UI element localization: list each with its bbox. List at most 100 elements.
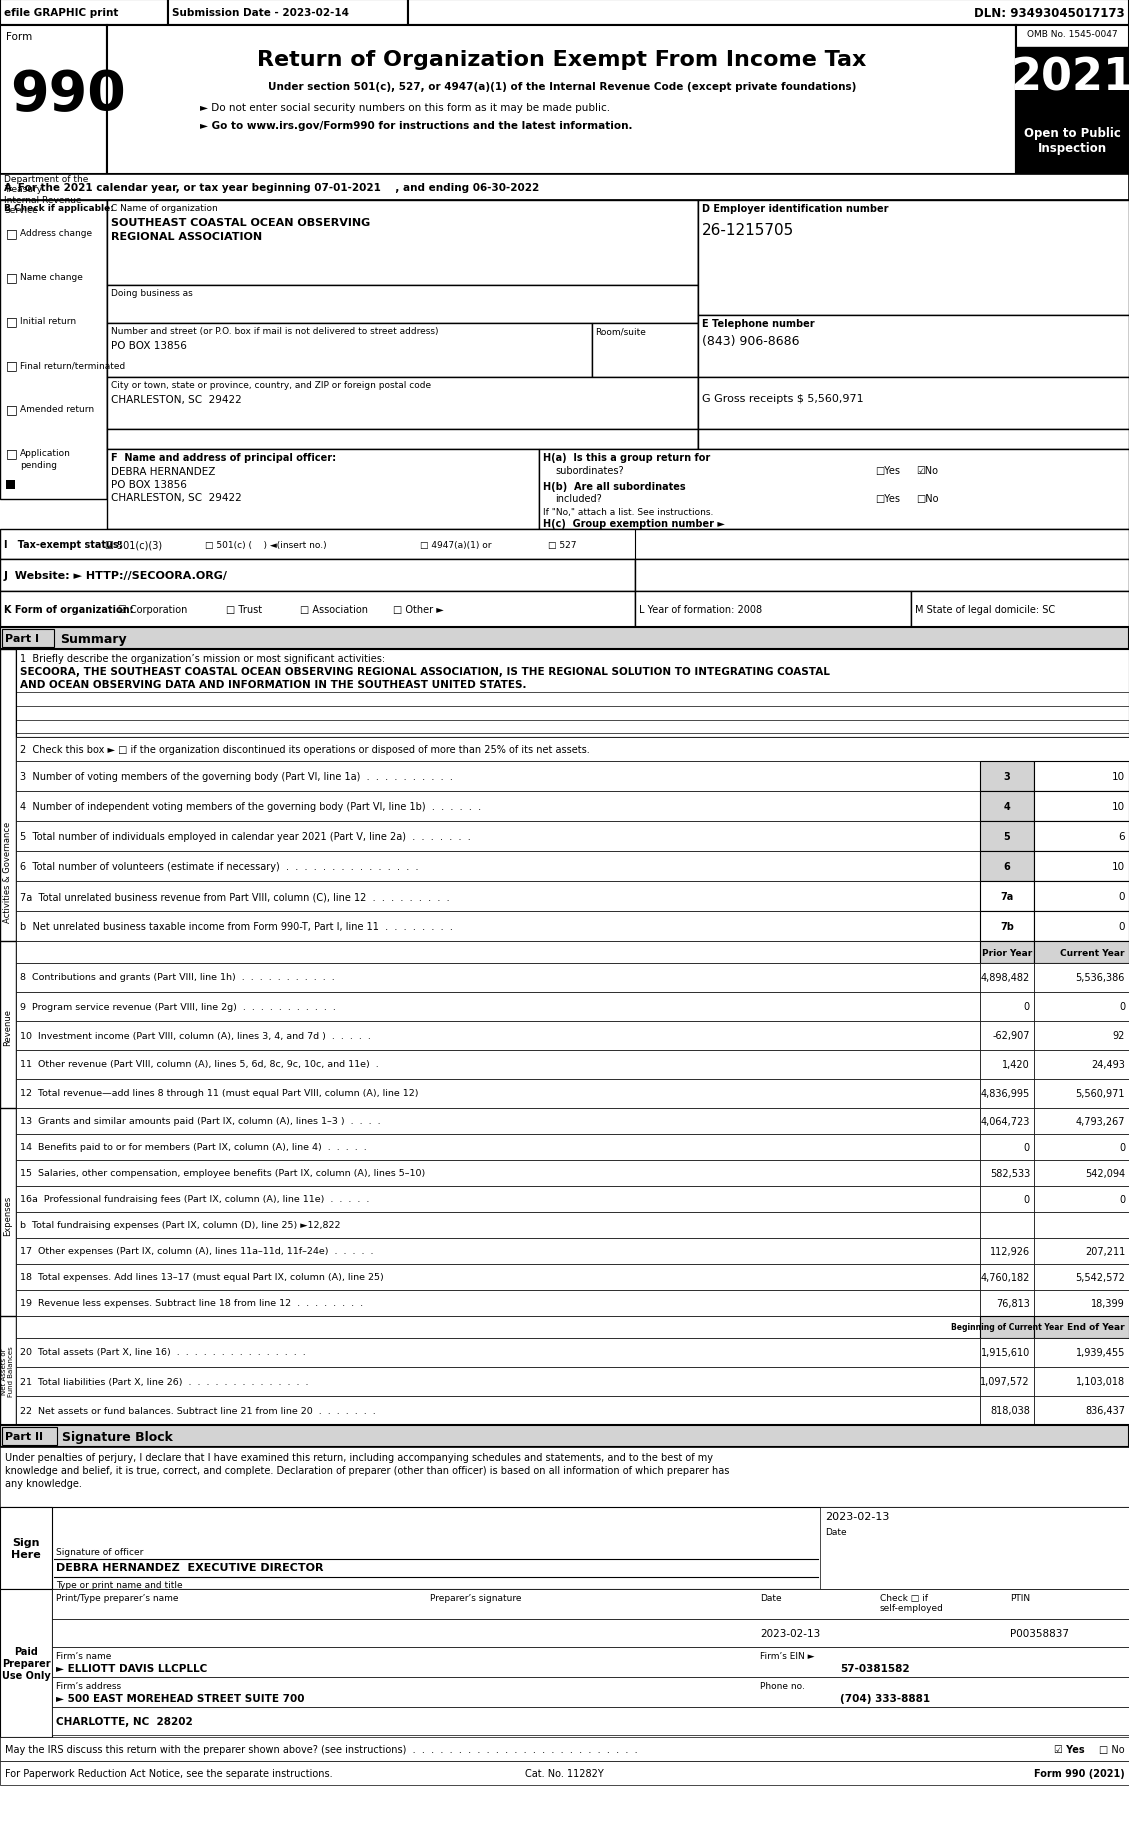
Text: 7b: 7b — [1000, 922, 1014, 931]
Text: 18,399: 18,399 — [1092, 1297, 1124, 1308]
Text: 5  Total number of individuals employed in calendar year 2021 (Part V, line 2a) : 5 Total number of individuals employed i… — [20, 831, 471, 842]
Text: M State of legal domicile: SC: M State of legal domicile: SC — [914, 604, 1056, 615]
Text: For Paperwork Reduction Act Notice, see the separate instructions.: For Paperwork Reduction Act Notice, see … — [5, 1768, 333, 1779]
Bar — [0, 591, 634, 628]
Text: SECOORA, THE SOUTHEAST COASTAL OCEAN OBSERVING REGIONAL ASSOCIATION, IS THE REGI: SECOORA, THE SOUTHEAST COASTAL OCEAN OBS… — [20, 666, 830, 677]
Bar — [0, 560, 634, 591]
Text: b  Net unrelated business taxable income from Form 990-T, Part I, line 11  .  . : b Net unrelated business taxable income … — [20, 922, 453, 931]
Text: I   Tax-exempt status:: I Tax-exempt status: — [5, 540, 123, 549]
Text: 0: 0 — [1119, 922, 1124, 931]
Text: 0: 0 — [1119, 1142, 1124, 1153]
Text: □ Trust: □ Trust — [226, 604, 262, 615]
Bar — [0, 650, 16, 1094]
Text: 2  Check this box ► □ if the organization discontinued its operations or dispose: 2 Check this box ► □ if the organization… — [20, 745, 589, 754]
Bar — [1034, 1211, 1129, 1239]
Text: Date: Date — [760, 1594, 781, 1601]
Text: 16a  Professional fundraising fees (Part IX, column (A), line 11e)  .  .  .  .  : 16a Professional fundraising fees (Part … — [20, 1195, 369, 1204]
Text: C Name of organization: C Name of organization — [111, 203, 218, 212]
Text: Current Year: Current Year — [1060, 948, 1124, 957]
Bar — [52, 1707, 1129, 1735]
Bar — [0, 26, 107, 176]
Bar — [16, 1021, 980, 1050]
Text: Submission Date - 2023-02-14: Submission Date - 2023-02-14 — [172, 7, 349, 18]
Text: 1,420: 1,420 — [1003, 1060, 1030, 1069]
Bar — [16, 1186, 980, 1211]
Bar — [980, 1109, 1034, 1135]
Text: Firm’s name: Firm’s name — [56, 1651, 112, 1660]
Bar — [698, 201, 1129, 317]
Text: □ Other ►: □ Other ► — [393, 604, 444, 615]
Text: Sign
Here: Sign Here — [11, 1537, 41, 1559]
Text: If "No," attach a list. See instructions.: If "No," attach a list. See instructions… — [543, 507, 714, 516]
Text: PO BOX 13856: PO BOX 13856 — [111, 340, 187, 351]
Text: ► 500 EAST MOREHEAD STREET SUITE 700: ► 500 EAST MOREHEAD STREET SUITE 700 — [56, 1693, 305, 1704]
Text: 112,926: 112,926 — [990, 1246, 1030, 1257]
Bar — [980, 1160, 1034, 1186]
Bar — [16, 792, 980, 822]
Bar — [980, 963, 1034, 992]
Bar — [16, 941, 980, 963]
Bar — [107, 26, 1016, 176]
Bar — [1016, 26, 1129, 176]
Bar — [16, 1396, 980, 1426]
Bar — [1016, 48, 1129, 108]
Text: AND OCEAN OBSERVING DATA AND INFORMATION IN THE SOUTHEAST UNITED STATES.: AND OCEAN OBSERVING DATA AND INFORMATION… — [20, 679, 526, 690]
Text: City or town, state or province, country, and ZIP or foreign postal code: City or town, state or province, country… — [111, 381, 431, 390]
Text: Signature of officer: Signature of officer — [56, 1546, 143, 1556]
Text: Revenue: Revenue — [3, 1008, 12, 1045]
Bar — [980, 882, 1034, 911]
Text: self-employed: self-employed — [879, 1603, 944, 1612]
Text: any knowledge.: any knowledge. — [5, 1479, 82, 1488]
Bar — [107, 450, 539, 529]
Bar — [0, 1737, 1129, 1760]
Bar — [107, 285, 698, 324]
Bar — [52, 1647, 1129, 1676]
Text: 7a  Total unrelated business revenue from Part VIII, column (C), line 12  .  .  : 7a Total unrelated business revenue from… — [20, 891, 449, 902]
Bar — [1034, 963, 1129, 992]
Text: □Yes: □Yes — [875, 467, 900, 476]
Text: 13  Grants and similar amounts paid (Part IX, column (A), lines 1–3 )  .  .  .  : 13 Grants and similar amounts paid (Part… — [20, 1116, 380, 1125]
Text: 0: 0 — [1119, 891, 1124, 902]
Text: Form: Form — [6, 31, 33, 42]
Bar — [539, 450, 1129, 529]
Bar — [980, 792, 1034, 822]
Text: 15  Salaries, other compensation, employee benefits (Part IX, column (A), lines : 15 Salaries, other compensation, employe… — [20, 1169, 426, 1179]
Bar — [698, 317, 1129, 377]
Bar — [16, 1211, 980, 1239]
Text: included?: included? — [555, 494, 602, 503]
Bar — [980, 851, 1034, 882]
Text: 1,097,572: 1,097,572 — [980, 1376, 1030, 1387]
Text: 0: 0 — [1119, 1195, 1124, 1204]
Bar — [980, 1367, 1034, 1396]
Text: ☑ 501(c)(3): ☑ 501(c)(3) — [105, 540, 163, 549]
Text: 6  Total number of volunteers (estimate if necessary)  .  .  .  .  .  .  .  .  .: 6 Total number of volunteers (estimate i… — [20, 862, 419, 871]
Bar — [16, 1239, 980, 1265]
Text: 2021: 2021 — [1010, 57, 1129, 99]
Text: Part II: Part II — [5, 1431, 43, 1442]
Bar — [16, 1160, 980, 1186]
Bar — [1034, 1109, 1129, 1135]
Text: 582,533: 582,533 — [990, 1168, 1030, 1179]
Bar — [16, 1050, 980, 1080]
Text: B Check if applicable:: B Check if applicable: — [5, 203, 114, 212]
Text: Application: Application — [20, 448, 71, 458]
Bar — [16, 911, 980, 941]
Bar — [1034, 1135, 1129, 1160]
Text: 836,437: 836,437 — [1085, 1405, 1124, 1415]
Bar — [16, 963, 980, 992]
Text: Activities & Governance: Activities & Governance — [3, 822, 12, 922]
Bar — [1034, 761, 1129, 792]
Text: Room/suite: Room/suite — [595, 328, 646, 337]
Bar — [592, 324, 698, 377]
Bar — [980, 1290, 1034, 1316]
Bar — [16, 1338, 980, 1367]
Text: 4,836,995: 4,836,995 — [981, 1089, 1030, 1098]
Text: CHARLESTON, SC  29422: CHARLESTON, SC 29422 — [111, 492, 242, 503]
Bar — [980, 1316, 1034, 1338]
Text: □: □ — [6, 403, 18, 415]
Bar — [1034, 851, 1129, 882]
Text: Phone no.: Phone no. — [760, 1682, 805, 1691]
Text: 18  Total expenses. Add lines 13–17 (must equal Part IX, column (A), line 25): 18 Total expenses. Add lines 13–17 (must… — [20, 1274, 384, 1281]
Bar — [698, 377, 1129, 430]
Bar — [16, 650, 1129, 737]
